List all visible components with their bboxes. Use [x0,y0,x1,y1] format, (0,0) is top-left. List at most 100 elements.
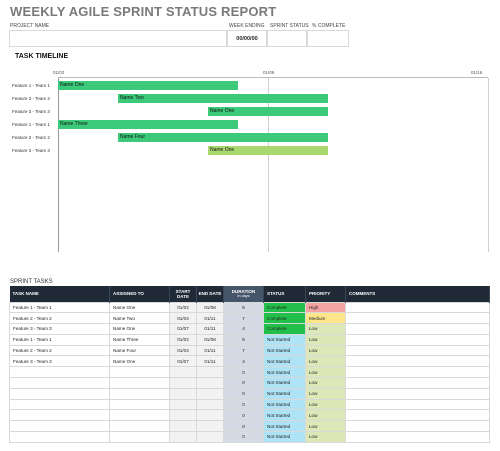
cell-start-date[interactable] [169,398,197,411]
cell-start-date[interactable] [169,366,197,379]
cell-comments[interactable] [345,355,490,368]
cell-start-date[interactable] [169,409,197,422]
cell-duration[interactable]: 0 [223,420,264,433]
cell-comments[interactable] [345,333,490,346]
cell-start-date[interactable]: 01/04 [169,344,197,357]
cell-task-name[interactable]: Feature 1 - Team 1 [9,301,110,314]
cell-duration[interactable]: 0 [223,431,264,443]
cell-assigned-to[interactable]: Name Four [109,344,170,357]
cell-start-date[interactable] [169,431,197,443]
timeline-bar[interactable]: Name One [58,81,238,90]
cell-status[interactable]: Not Started [263,409,306,422]
cell-duration[interactable]: 0 [223,409,264,422]
cell-assigned-to[interactable] [109,431,170,443]
cell-priority[interactable]: Low [305,387,346,400]
cell-start-date[interactable] [169,377,197,389]
cell-duration[interactable]: 0 [223,377,264,389]
cell-assigned-to[interactable] [109,387,170,400]
cell-duration[interactable]: 6 [223,333,264,346]
week-ending-field[interactable]: 00/00/00 [227,30,267,47]
cell-task-name[interactable] [9,377,110,389]
pct-complete-field[interactable] [307,30,349,47]
cell-priority[interactable]: High [305,301,346,314]
cell-priority[interactable]: Low [305,409,346,422]
timeline-bar[interactable]: Name One [208,107,328,116]
cell-assigned-to[interactable] [109,409,170,422]
cell-task-name[interactable]: Feature 2 - Team 2 [9,312,110,325]
cell-duration[interactable]: 0 [223,398,264,411]
cell-priority[interactable]: Low [305,333,346,346]
cell-comments[interactable] [345,420,490,433]
cell-end-date[interactable] [196,431,224,443]
cell-task-name[interactable] [9,420,110,433]
cell-status[interactable]: Not Started [263,355,306,368]
cell-status[interactable]: Complete [263,312,306,325]
cell-end-date[interactable] [196,366,224,379]
cell-status[interactable]: Not Started [263,333,306,346]
cell-priority[interactable]: Low [305,323,346,335]
cell-start-date[interactable]: 01/07 [169,355,197,368]
cell-assigned-to[interactable]: Name Three [109,333,170,346]
cell-assigned-to[interactable]: Name Two [109,312,170,325]
cell-priority[interactable]: Low [305,420,346,433]
cell-end-date[interactable]: 01/11 [196,344,224,357]
timeline-bar[interactable]: Name Four [118,133,328,142]
cell-end-date[interactable]: 01/11 [196,323,224,335]
cell-end-date[interactable] [196,409,224,422]
cell-duration[interactable]: 0 [223,387,264,400]
cell-end-date[interactable] [196,420,224,433]
cell-task-name[interactable] [9,398,110,411]
cell-status[interactable]: Not Started [263,398,306,411]
cell-priority[interactable]: Low [305,366,346,379]
cell-assigned-to[interactable]: Name One [109,323,170,335]
cell-comments[interactable] [345,301,490,314]
cell-end-date[interactable]: 01/11 [196,355,224,368]
cell-start-date[interactable]: 01/04 [169,312,197,325]
cell-assigned-to[interactable] [109,377,170,389]
cell-task-name[interactable]: Feature 2 - Team 2 [9,344,110,357]
cell-comments[interactable] [345,366,490,379]
cell-status[interactable]: Not Started [263,377,306,389]
cell-comments[interactable] [345,344,490,357]
cell-priority[interactable]: Low [305,344,346,357]
cell-priority[interactable]: Low [305,377,346,389]
cell-assigned-to[interactable]: Name One [109,355,170,368]
cell-end-date[interactable]: 01/11 [196,312,224,325]
cell-priority[interactable]: Medium [305,312,346,325]
cell-start-date[interactable]: 01/07 [169,323,197,335]
sprint-status-field[interactable] [267,30,307,47]
cell-priority[interactable]: Low [305,398,346,411]
cell-duration[interactable]: 7 [223,344,264,357]
cell-start-date[interactable] [169,387,197,400]
cell-priority[interactable]: Low [305,355,346,368]
cell-task-name[interactable]: Feature 3 - Team 3 [9,323,110,335]
timeline-bar[interactable]: Name One [208,146,328,155]
cell-duration[interactable]: 7 [223,312,264,325]
cell-comments[interactable] [345,398,490,411]
cell-comments[interactable] [345,431,490,443]
cell-assigned-to[interactable] [109,420,170,433]
cell-status[interactable]: Not Started [263,420,306,433]
cell-end-date[interactable]: 01/08 [196,301,224,314]
cell-end-date[interactable]: 01/08 [196,333,224,346]
cell-status[interactable]: Not Started [263,366,306,379]
cell-task-name[interactable] [9,431,110,443]
cell-task-name[interactable] [9,366,110,379]
cell-status[interactable]: Complete [263,323,306,335]
cell-end-date[interactable] [196,398,224,411]
cell-status[interactable]: Not Started [263,431,306,443]
timeline-bar[interactable]: Name Three [58,120,238,129]
cell-comments[interactable] [345,377,490,389]
cell-comments[interactable] [345,387,490,400]
cell-task-name[interactable]: Feature 3 - Team 3 [9,355,110,368]
cell-assigned-to[interactable]: Name One [109,301,170,314]
cell-priority[interactable]: Low [305,431,346,443]
cell-start-date[interactable] [169,420,197,433]
cell-task-name[interactable] [9,409,110,422]
cell-duration[interactable]: 0 [223,366,264,379]
cell-status[interactable]: Not Started [263,387,306,400]
cell-comments[interactable] [345,312,490,325]
cell-task-name[interactable]: Feature 1 - Team 1 [9,333,110,346]
cell-assigned-to[interactable] [109,398,170,411]
timeline-bar[interactable]: Name Two [118,94,328,103]
